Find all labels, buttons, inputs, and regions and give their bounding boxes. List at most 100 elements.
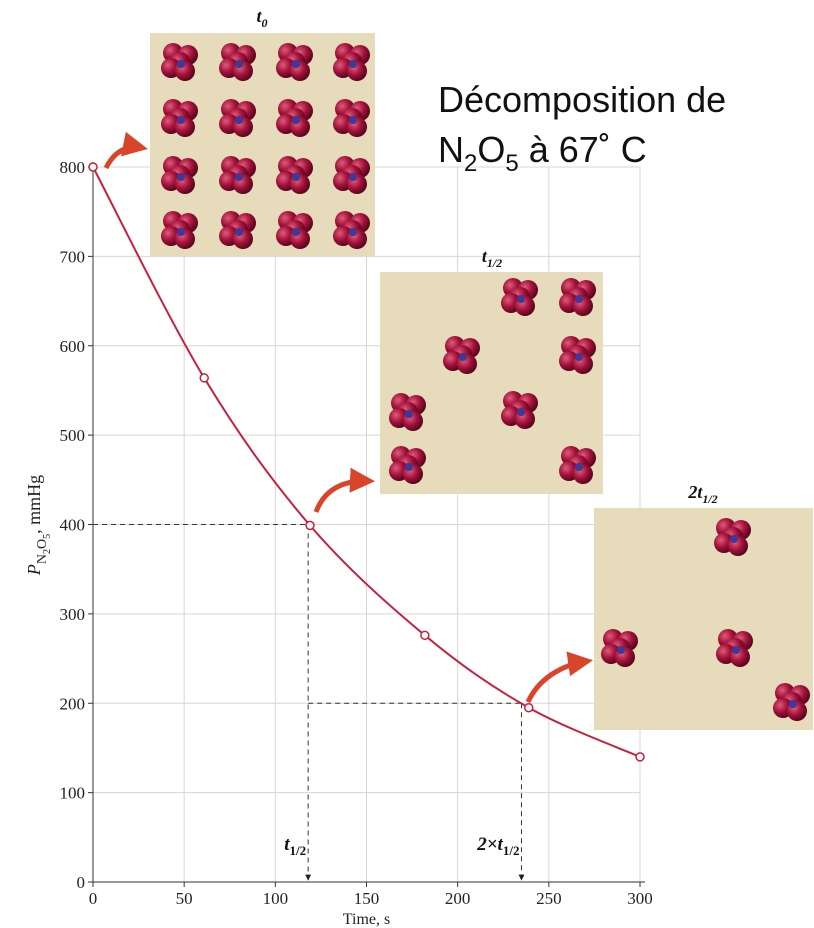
snapshot-label-part: 1/2 [487, 256, 502, 270]
molecule [276, 99, 313, 137]
atom-n [235, 173, 243, 181]
molecule [219, 211, 256, 249]
data-point [420, 630, 430, 641]
atom-n [349, 116, 357, 124]
snapshot-label-part: 0 [262, 16, 268, 30]
atom-n [789, 700, 797, 708]
y-label-part: , mmHg [24, 475, 44, 534]
y-label-part: O [35, 539, 50, 549]
atom-n [177, 116, 185, 124]
snapshot-label-part: t [256, 6, 262, 26]
atom-n [575, 463, 583, 471]
title-part: à 67˚ C [519, 129, 647, 170]
atom-n [730, 535, 738, 543]
molecule [219, 156, 256, 194]
molecule [161, 99, 198, 137]
atom-n [575, 353, 583, 361]
molecule [333, 99, 370, 137]
data-point [524, 702, 534, 713]
molecule [276, 211, 313, 249]
molecule [389, 446, 426, 484]
atom-n [177, 60, 185, 68]
title-part: O [477, 129, 505, 170]
reference-label-part: 1/2 [290, 843, 307, 858]
molecule [716, 629, 753, 667]
snapshot-label: t0 [256, 6, 267, 30]
molecule [443, 336, 480, 374]
y-tick-label: 100 [60, 784, 86, 803]
atom-n [235, 228, 243, 236]
y-label-part: 5 [42, 534, 53, 539]
title-part: N [438, 129, 464, 170]
atom-n [292, 60, 300, 68]
data-point [199, 373, 209, 383]
snapshot-label-part: 2t [687, 482, 703, 502]
atom-n [235, 60, 243, 68]
reference-label-part: 1/2 [503, 843, 520, 858]
x-tick-label: 250 [536, 889, 562, 908]
y-tick-label: 0 [77, 873, 86, 892]
molecule [161, 211, 198, 249]
reference-label: t1/2 [284, 834, 306, 858]
x-tick-label: 300 [627, 889, 653, 908]
x-tick-label: 0 [89, 889, 98, 908]
x-tick-label: 50 [176, 889, 193, 908]
y-tick-label: 700 [60, 247, 86, 266]
snapshot-label-part: t [482, 246, 488, 266]
y-tick-label: 300 [60, 605, 86, 624]
molecule [559, 278, 596, 316]
molecule [333, 211, 370, 249]
reference-label-part: 2×t [476, 834, 503, 855]
x-tick-label: 150 [354, 889, 380, 908]
snapshot-label: t1/2 [482, 246, 502, 270]
molecule [714, 518, 751, 556]
molecule [161, 156, 198, 194]
atom-n [235, 116, 243, 124]
molecule [276, 43, 313, 81]
atom-n [292, 228, 300, 236]
x-tick-label: 100 [263, 889, 289, 908]
atom-n [292, 116, 300, 124]
atom-n [517, 408, 525, 416]
atom-n [617, 646, 625, 654]
y-tick-label: 200 [60, 694, 86, 713]
y-label-part: P [24, 564, 44, 576]
y-label-part: 2 [42, 549, 53, 554]
atom-n [177, 173, 185, 181]
y-label-part: N [35, 554, 50, 564]
y-axis-label: PN2O5, mmHg [24, 475, 53, 576]
snapshot-arrow [103, 131, 148, 170]
data-point [635, 752, 645, 762]
atom-n [575, 295, 583, 303]
x-axis-label: Time, s [343, 911, 390, 928]
snapshot-arrow [525, 651, 593, 704]
atom-n [349, 173, 357, 181]
molecule [501, 278, 538, 316]
chart-title: N2O5 à 67˚ C [438, 129, 647, 177]
title-part: 5 [505, 150, 518, 177]
data-point [88, 162, 98, 172]
molecule [276, 156, 313, 194]
reference-label-part: t [284, 834, 290, 855]
x-tick-label: 200 [445, 889, 471, 908]
chart-title: Décomposition de [438, 79, 726, 120]
plot-area: t1/2 2×t1/2 [88, 162, 645, 881]
molecule [601, 629, 638, 667]
atom-n [517, 295, 525, 303]
y-tick-label: 400 [60, 516, 86, 535]
atom-n [292, 173, 300, 181]
molecule [219, 99, 256, 137]
molecule [333, 43, 370, 81]
molecule [773, 683, 810, 721]
reference-label: 2×t1/2 [476, 834, 519, 858]
title-part: 2 [464, 150, 477, 177]
data-point [305, 520, 315, 531]
atom-n [349, 60, 357, 68]
y-tick-label: 600 [60, 337, 86, 356]
atom-n [405, 410, 413, 418]
molecule [161, 43, 198, 81]
snapshot-label: 2t1/2 [687, 482, 717, 506]
atom-n [732, 646, 740, 654]
